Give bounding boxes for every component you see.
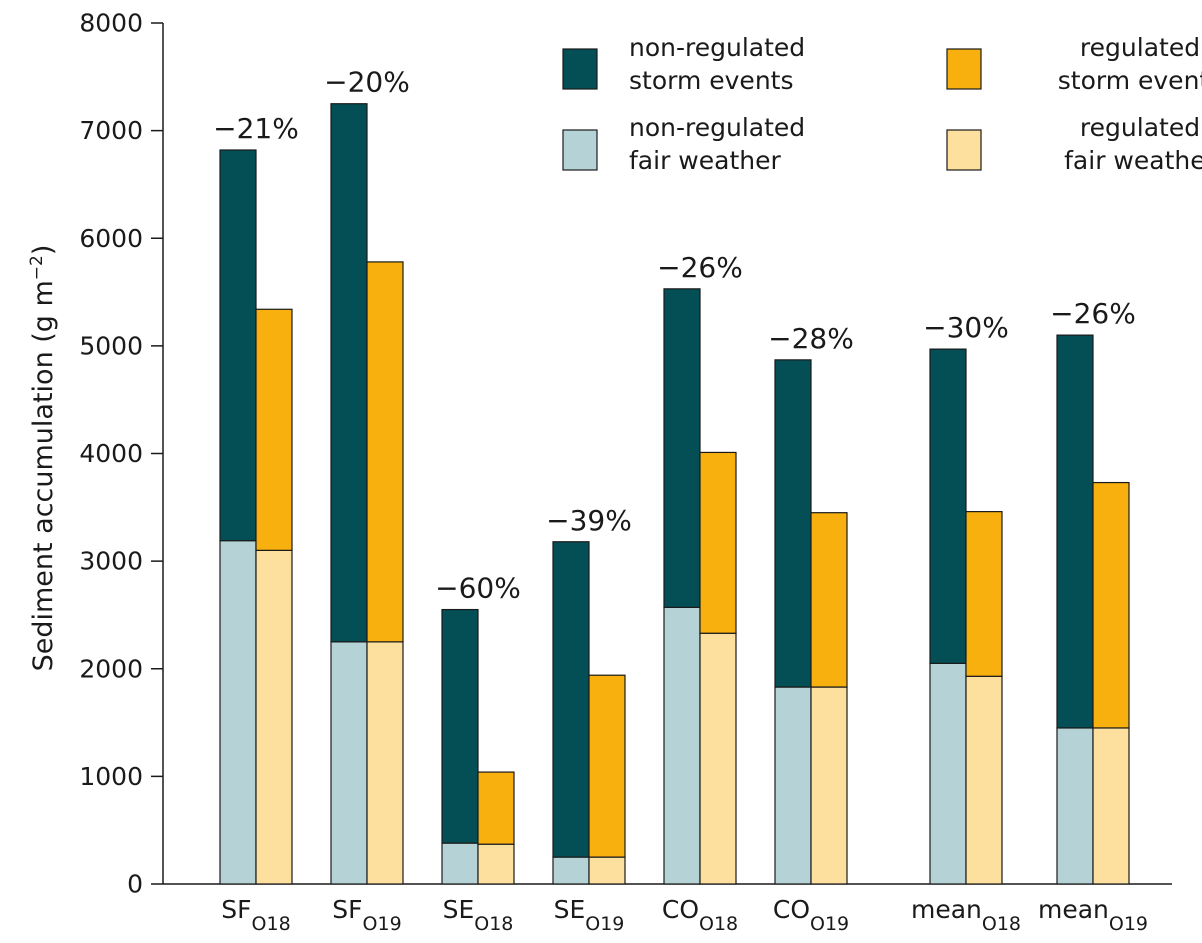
legend-swatch [562,48,598,90]
bar-regulated-fair-weather [1092,727,1130,885]
percent-change-label: −21% [213,112,299,145]
y-tick-label: 8000 [79,9,143,38]
bar-regulated-fair-weather [588,856,626,885]
x-category-label: SFO18 [221,895,290,935]
x-category-subscript: O19 [363,913,402,935]
y-tick-label: 0 [127,870,143,899]
x-category-base: SF [332,895,362,924]
x-category-base: mean [1038,895,1109,924]
y-tick-label: 1000 [79,762,143,791]
legend-label-line1: regulated [1080,33,1200,62]
bar-regulated-storm-events [810,512,848,688]
bar-regulated-fair-weather [366,641,404,885]
bar-regulated-storm-events [699,451,737,634]
bar-non-regulated-storm-events [774,359,812,688]
percent-annotations: −21% −20% −60% −39% −26% −28% −30% −26% [213,66,1136,605]
x-category-label: COO19 [773,895,849,935]
percent-change-label: −28% [768,322,854,355]
y-tick-label: 7000 [79,116,143,145]
x-category-base: SE [443,895,475,924]
x-category-base: mean [911,895,982,924]
percent-change-label: −26% [1050,297,1136,330]
bar-regulated-storm-events [366,261,404,643]
legend-swatch [562,129,598,171]
x-category-subscript: O18 [699,913,738,935]
x-category-label: meanO19 [1038,895,1148,935]
percent-change-label: −39% [546,504,632,537]
x-category-subscript: O19 [585,913,624,935]
x-category-base: SE [554,895,586,924]
bar-regulated-storm-events [965,511,1003,677]
x-category-subscript: O18 [252,913,291,935]
x-category-subscript: O18 [982,913,1021,935]
bar-regulated-fair-weather [255,549,293,885]
x-category-label: meanO18 [911,895,1021,935]
bars [219,103,1130,885]
y-axis-title-main: Sediment accumulation (g m [28,280,59,671]
bar-regulated-fair-weather [477,843,515,885]
x-category-subscript: O18 [474,913,513,935]
bar-regulated-fair-weather [810,686,848,885]
bar-non-regulated-fair-weather [929,662,967,885]
bar-non-regulated-fair-weather [1056,727,1094,885]
y-tick-label: 6000 [79,224,143,253]
x-category-base: SF [221,895,251,924]
x-category-base: CO [773,895,810,924]
y-axis-title-close: ) [28,245,59,256]
x-category-subscript: O19 [1109,913,1148,935]
bar-regulated-fair-weather [965,675,1003,885]
legend-label-line2: storm events [1058,66,1202,95]
legend-swatch [946,48,982,90]
y-tick-label: 2000 [79,654,143,683]
x-category-label: COO18 [662,895,738,935]
x-category-label: SFO19 [332,895,401,935]
bar-non-regulated-fair-weather [774,686,812,885]
y-axis-title-superscript: −2 [27,255,47,280]
percent-change-label: −60% [435,572,521,605]
legend-swatch [946,129,982,171]
y-tick-label: 5000 [79,331,143,360]
y-tick-label: 3000 [79,547,143,576]
legend-label-line1: non-regulated [629,33,805,62]
x-category-subscript: O19 [810,913,849,935]
bar-regulated-storm-events [477,771,515,845]
bar-non-regulated-storm-events [441,608,479,844]
bar-non-regulated-storm-events [1056,334,1094,729]
y-axis-title: Sediment accumulation (g m−2) [27,245,59,672]
bar-regulated-storm-events [255,308,293,551]
bar-non-regulated-storm-events [552,541,590,858]
x-category-label: SEO18 [443,895,514,935]
bar-non-regulated-storm-events [929,348,967,664]
y-tick-label: 4000 [79,439,143,468]
legend-label-line1: non-regulated [629,113,805,142]
percent-change-label: −26% [657,251,743,284]
bar-non-regulated-storm-events [330,103,368,643]
legend-label-line1: regulated [1080,113,1200,142]
bar-non-regulated-fair-weather [219,540,257,885]
legend: non-regulated storm events regulated storm … [562,33,1202,175]
x-category-base: CO [662,895,699,924]
bar-non-regulated-fair-weather [441,842,479,885]
bar-non-regulated-storm-events [219,149,257,542]
percent-change-label: −30% [923,311,1009,344]
bar-regulated-storm-events [588,674,626,858]
bar-non-regulated-storm-events [663,288,701,609]
axes: 0 1000 2000 3000 4000 5000 6000 7000 8000 Sedimen… [27,9,1172,899]
bar-non-regulated-fair-weather [552,856,590,885]
x-tick-labels: SFO18 SFO19 SEO18 SEO19 COO18 COO19 meanO18 mea… [221,895,1148,935]
percent-change-label: −20% [324,66,410,99]
x-category-label: SEO19 [554,895,625,935]
legend-label-line2: fair weather [629,146,781,175]
legend-label-line2: storm events [629,66,794,95]
bar-non-regulated-fair-weather [663,606,701,885]
bar-regulated-storm-events [1092,481,1130,729]
bar-non-regulated-fair-weather [330,641,368,885]
legend-label-line2: fair weather [1064,146,1202,175]
bar-regulated-fair-weather [699,632,737,885]
